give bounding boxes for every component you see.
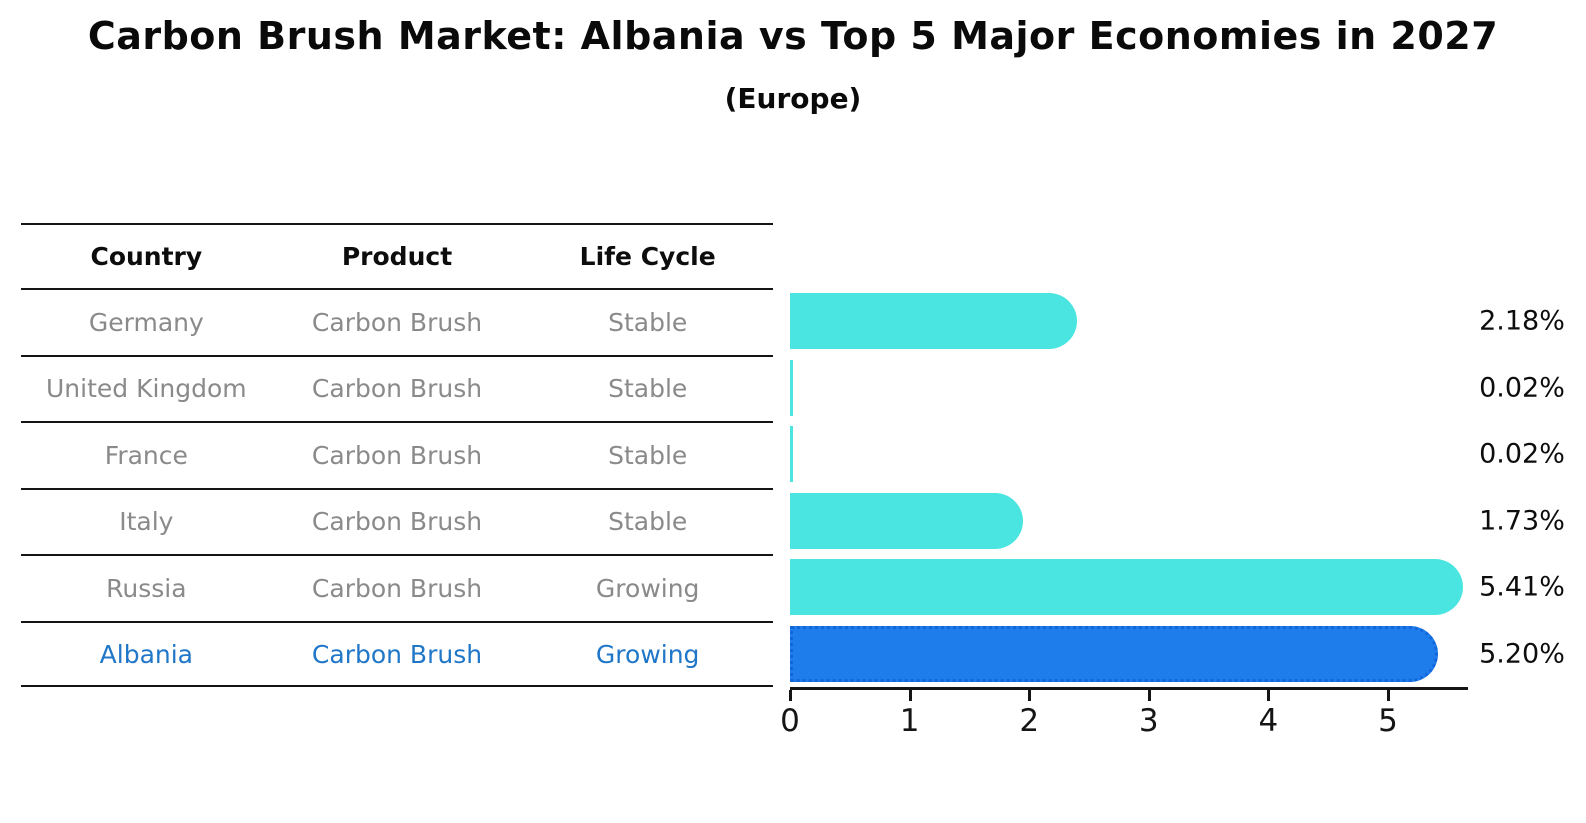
column-header-life-cycle: Life Cycle xyxy=(579,242,716,271)
column-header-country: Country xyxy=(90,242,203,271)
table-cell-product: Carbon Brush xyxy=(311,440,483,470)
table-cell-country: Albania xyxy=(99,640,194,670)
bar-united-kingdom xyxy=(790,359,794,416)
table-cell-life-cycle: Stable xyxy=(608,374,688,404)
table-cell-life-cycle: Stable xyxy=(608,440,688,470)
table-cell-country: United Kingdom xyxy=(46,374,247,404)
table-cell-life-cycle: Growing xyxy=(595,573,700,603)
table-row-france: France Carbon Brush Stable xyxy=(21,421,773,488)
bar-russia xyxy=(790,559,1464,615)
value-label-russia: 5.41% xyxy=(1479,571,1565,603)
table-cell-product: Carbon Brush xyxy=(311,573,483,603)
table-cell-country: Italy xyxy=(119,507,174,537)
x-tick xyxy=(1267,690,1271,701)
value-label-germany: 2.18% xyxy=(1479,305,1565,337)
x-tick xyxy=(1387,690,1390,701)
bar-albania xyxy=(790,625,1438,682)
table-cell-product: Carbon Brush xyxy=(311,374,483,404)
chart-title: Carbon Brush Market: Albania vs Top 5 Ma… xyxy=(87,14,1499,58)
x-axis-line xyxy=(790,687,1468,690)
x-tick xyxy=(1028,690,1032,701)
table-cell-country: Russia xyxy=(106,573,187,603)
table-cell-life-cycle: Stable xyxy=(608,307,688,337)
table-row-italy: Italy Carbon Brush Stable xyxy=(21,487,773,555)
table-cell-product: Carbon Brush xyxy=(311,507,483,537)
value-label-united-kingdom: 0.02% xyxy=(1479,372,1565,404)
bar-italy xyxy=(790,492,1023,549)
chart-subtitle: (Europe) xyxy=(724,82,862,115)
table-cell-country: France xyxy=(104,440,188,470)
table-cell-life-cycle: Growing xyxy=(595,640,700,670)
x-tick-label: 0 xyxy=(780,703,800,739)
table-header-row: Country Product Life Cycle xyxy=(21,223,773,288)
x-tick-label: 3 xyxy=(1138,703,1159,739)
table-cell-product: Carbon Brush xyxy=(311,640,483,670)
x-tick-label: 4 xyxy=(1258,703,1279,739)
table-bottom-rule xyxy=(21,685,773,687)
bar-france xyxy=(790,426,794,482)
table-cell-country: Germany xyxy=(88,307,204,337)
table-row-united-kingdom: United Kingdom Carbon Brush Stable xyxy=(21,354,773,422)
column-header-product: Product xyxy=(341,242,453,271)
table-row-albania: Albania Carbon Brush Growing xyxy=(21,620,773,688)
x-tick xyxy=(789,690,792,701)
x-tick-label: 1 xyxy=(899,703,920,739)
value-label-italy: 1.73% xyxy=(1479,505,1565,537)
value-label-albania: 5.20% xyxy=(1479,638,1565,670)
bar-germany xyxy=(790,293,1077,349)
table-cell-life-cycle: Stable xyxy=(608,507,688,537)
x-tick xyxy=(1147,690,1151,701)
table-cell-product: Carbon Brush xyxy=(311,307,483,337)
value-label-france: 0.02% xyxy=(1479,438,1565,470)
bar-plot-area xyxy=(790,288,1490,688)
table-row-russia: Russia Carbon Brush Growing xyxy=(21,554,773,621)
table-row-germany: Germany Carbon Brush Stable xyxy=(21,288,773,355)
x-tick-label: 5 xyxy=(1378,703,1398,739)
x-tick-label: 2 xyxy=(1019,703,1040,739)
x-tick xyxy=(908,690,912,701)
